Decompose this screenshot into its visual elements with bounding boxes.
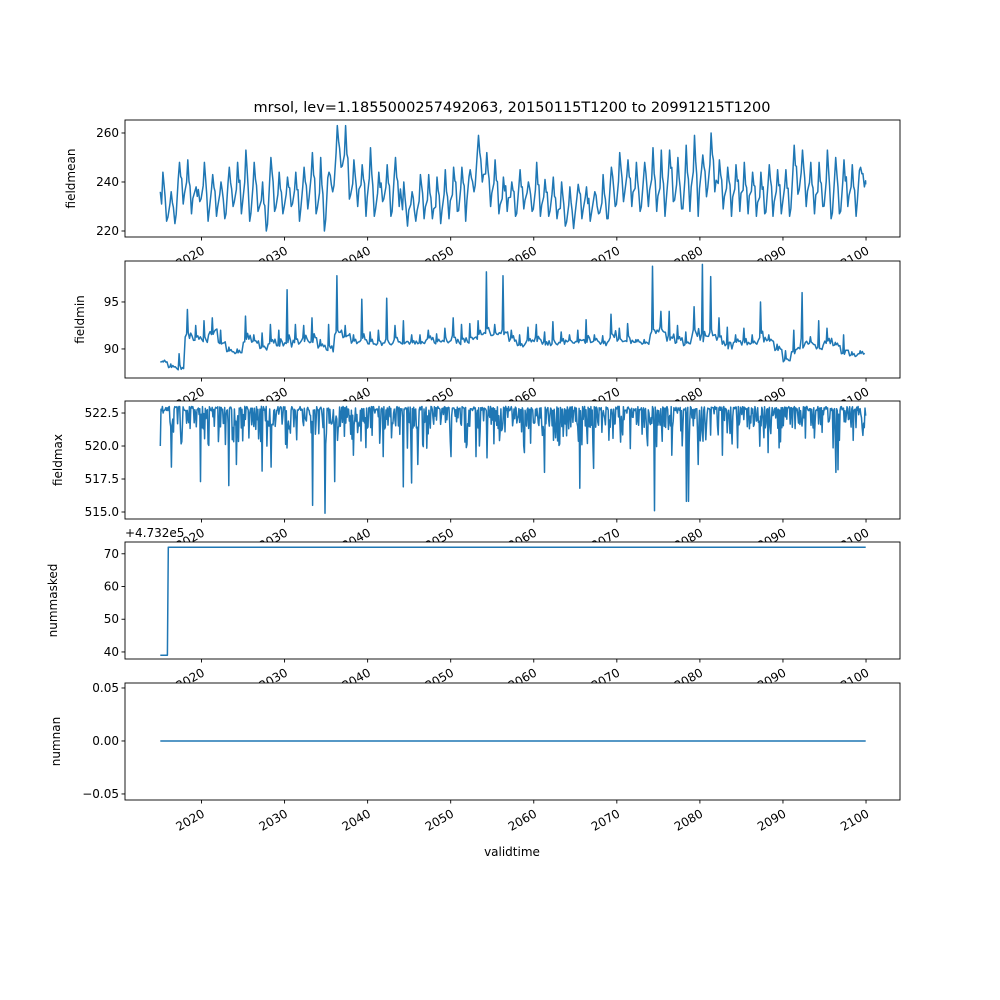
fieldmin-series-line [160,263,866,371]
y-axis-label: fieldmax [51,434,65,486]
chart-title: mrsol, lev=1.1855000257492063, 20150115T… [254,100,771,116]
axes-frame [124,400,901,520]
y-tick-label: 240 [96,175,119,189]
y-tick-label: 70 [104,547,119,561]
fieldmean-series-line [159,124,867,232]
y-tick-label: 220 [96,224,119,238]
y-axis-label: numnan [49,717,63,766]
y-tick-label: 520.0 [85,439,119,453]
y-axis-label: fieldmin [73,295,87,344]
y-tick-label: 90 [104,342,119,356]
axes-frame [124,682,901,801]
fieldmax-series-line [159,405,867,515]
y-tick-label: 515.0 [85,505,119,519]
y-tick-label: 40 [104,645,119,659]
plot-area [125,542,900,659]
y-tick-label: 517.5 [85,472,119,486]
y-tick-label: 50 [104,612,119,626]
plot-area [125,120,900,237]
y-tick-label: 522.5 [85,406,119,420]
y-tick-label: −0.05 [82,787,119,801]
y-tick-label: 0.05 [92,681,119,695]
y-tick-label: 95 [104,295,119,309]
y-tick-label: 0.00 [92,734,119,748]
y-offset-text: +4.732e5 [125,526,184,540]
axes-frame [124,541,901,660]
y-axis-label: fieldmean [64,149,78,209]
plot-area [125,261,900,378]
axes-frame [124,260,901,379]
nummasked-series-line [160,546,866,656]
y-axis-label: nummasked [46,564,60,638]
axes-frame [124,119,901,238]
y-tick-label: 60 [104,580,119,594]
y-tick-label: 260 [96,126,119,140]
x-axis-label: validtime [484,845,540,859]
